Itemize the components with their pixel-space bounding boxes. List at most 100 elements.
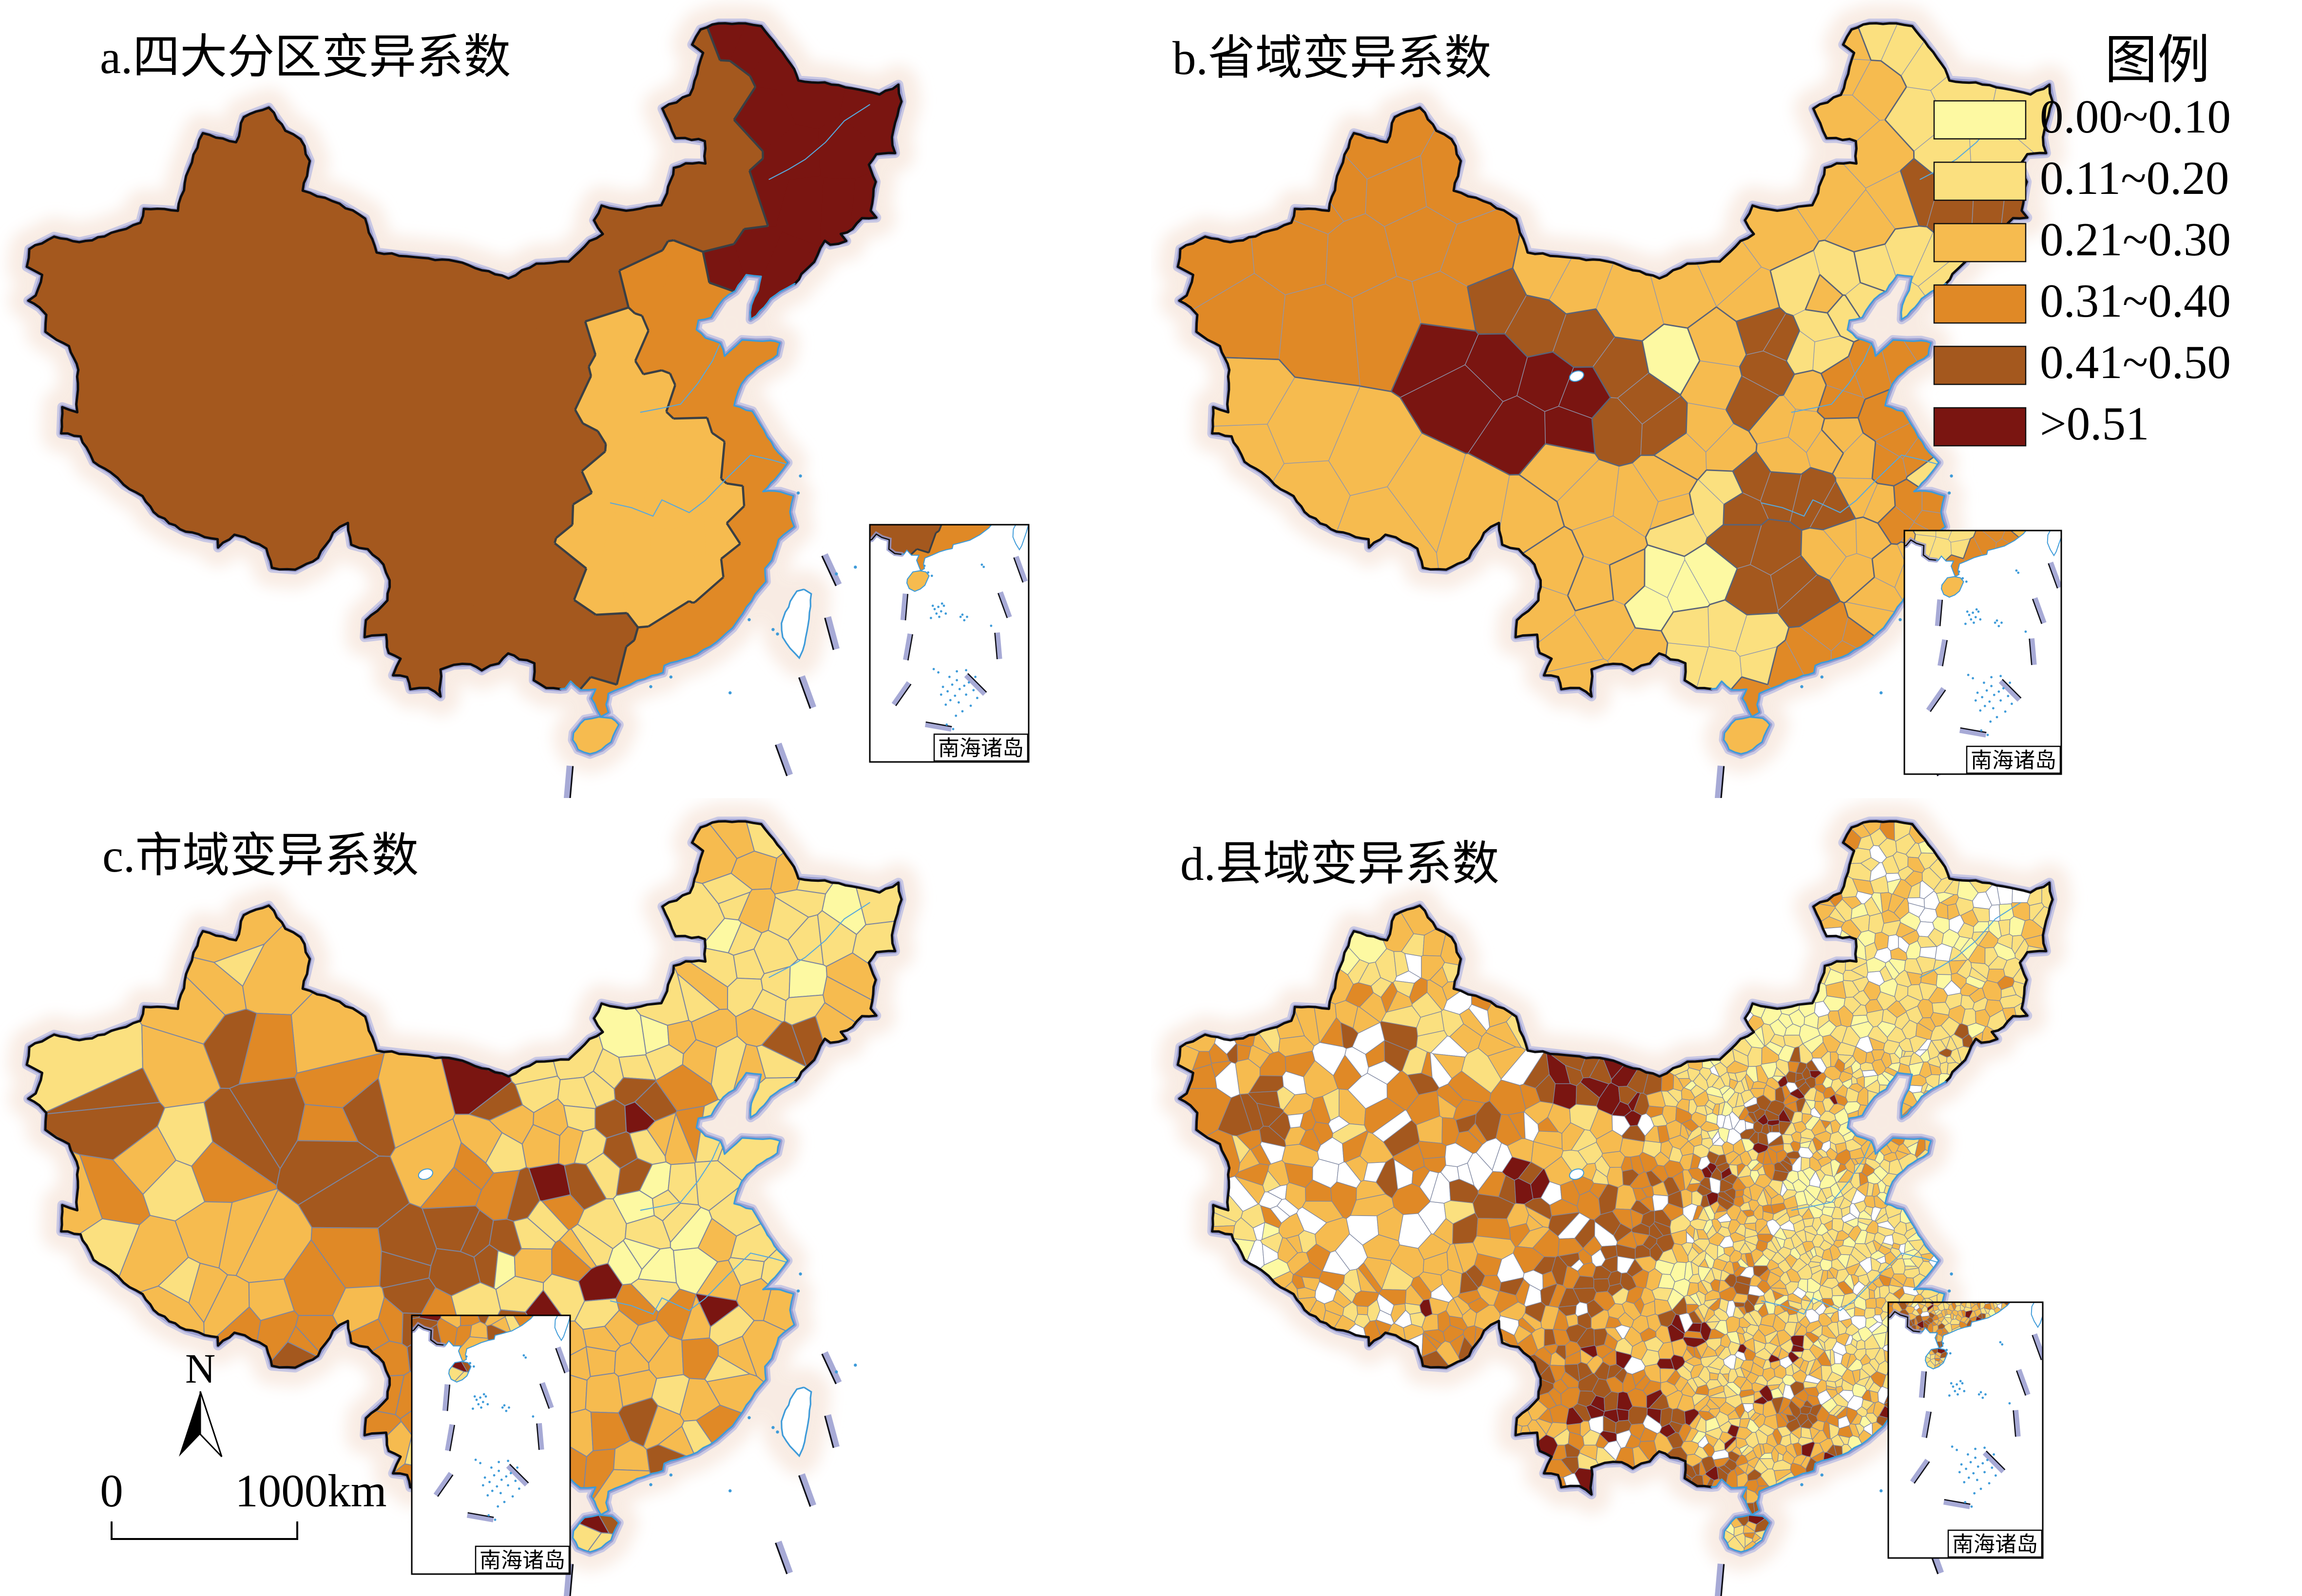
river-line	[640, 343, 720, 413]
nine-dash-segment-band	[540, 1382, 554, 1409]
island-dot	[1966, 610, 1969, 613]
island-dot	[1964, 623, 1967, 625]
island-dot	[1990, 684, 1993, 687]
island-dot	[923, 565, 926, 567]
legend-swatch-3	[1933, 284, 2027, 324]
island-dot	[505, 1475, 508, 1478]
island-dot	[1820, 1473, 1823, 1477]
island-dot	[976, 697, 978, 700]
island-dot	[1957, 1393, 1959, 1396]
island-dot	[477, 1403, 480, 1406]
nine-dash-segment-band	[433, 1472, 453, 1497]
island-dot	[649, 685, 652, 688]
island-dot	[1963, 1481, 1966, 1483]
nine-dash-segment-line	[437, 1474, 454, 1497]
island-dot	[729, 1489, 732, 1493]
nine-dash-segment-line	[2016, 1370, 2027, 1396]
island-dot	[941, 685, 944, 688]
inset-label-box-b	[1966, 745, 2061, 774]
island-dot	[940, 693, 942, 696]
island-dot	[522, 1354, 525, 1357]
nine-dash-segment-line	[2029, 638, 2033, 665]
island-dot	[1968, 613, 1971, 616]
island-dot	[479, 1462, 481, 1464]
island-dot	[482, 1393, 485, 1396]
island-dot	[952, 728, 955, 730]
south-china-sea-inset-c: 南海诸岛	[411, 1314, 571, 1575]
north-arrow: N	[179, 1345, 223, 1458]
island-dot	[2001, 1343, 2004, 1346]
island-dot	[1997, 625, 2000, 627]
island-dot	[524, 1356, 527, 1359]
island-dot	[1995, 1474, 1997, 1477]
island-dot	[1976, 1479, 1978, 1482]
island-dot	[963, 684, 966, 687]
legend-swatch-5	[1933, 407, 2027, 447]
nine-dash-segment-band	[825, 616, 840, 650]
legend-item-label-5: >0.51	[2040, 398, 2149, 450]
national-land-border	[28, 22, 903, 285]
nine-dash-segment-band	[900, 593, 908, 621]
island-dot	[965, 693, 967, 696]
island-dot	[963, 619, 966, 622]
island-dot	[1999, 699, 2002, 702]
panel-map-c: 南海诸岛	[7, 802, 921, 1596]
island-dot	[509, 1472, 512, 1475]
island-dot	[1975, 608, 1978, 611]
island-dot	[1986, 734, 1989, 736]
national-land-border	[25, 247, 562, 698]
nine-dash-segment-band	[891, 681, 911, 706]
panel-d-title: d.县域变异系数	[1180, 838, 1499, 890]
island-dot	[2008, 1402, 2011, 1405]
choropleth-cells-a	[27, 23, 902, 754]
nine-dash-segment-band	[1714, 1563, 1724, 1596]
island-dot	[1950, 474, 1953, 478]
island-dot	[1973, 1492, 1976, 1495]
island-dot	[481, 1484, 484, 1487]
island-dot	[1991, 1466, 1994, 1469]
nine-dash-segment-line	[1720, 766, 1725, 798]
nine-dash-segment-line	[1720, 1564, 1725, 1596]
choropleth-cells-d-inset	[1888, 1302, 2010, 1369]
island-dot	[480, 1406, 482, 1409]
island-dot	[854, 565, 857, 569]
island-dot	[1995, 619, 1998, 622]
nine-dash-segment-band	[775, 742, 793, 776]
island-dot	[1974, 1456, 1977, 1459]
island-dot	[474, 1459, 477, 1461]
island-dot	[2009, 682, 2011, 684]
nine-dash-segment-band	[825, 1414, 840, 1448]
island-dot	[475, 1398, 478, 1401]
island-dot	[1974, 1447, 1977, 1450]
island-dot	[465, 1355, 468, 1358]
national-land-border	[1176, 1045, 1713, 1496]
rivers	[610, 902, 870, 1315]
island-dot	[945, 723, 948, 726]
island-dot	[932, 668, 935, 670]
island-dot	[1899, 618, 1902, 622]
island-dot	[965, 669, 967, 672]
panel-map-a: 南海诸岛	[7, 4, 1030, 798]
island-dot	[938, 615, 940, 618]
nine-dash-segment-band	[822, 553, 842, 586]
river-line	[610, 1252, 789, 1315]
river-line	[610, 454, 789, 517]
island-dot	[2024, 630, 2027, 633]
island-dot	[935, 612, 938, 615]
nine-dash-segment-line	[967, 673, 987, 693]
nine-dash-segment-line	[2032, 1334, 2042, 1360]
island-dot	[490, 1466, 493, 1469]
island-dot	[473, 1395, 476, 1398]
nine-dash-segment-line	[449, 1425, 456, 1451]
island-dot	[1967, 674, 1970, 676]
scale-bar-km-label: 1000km	[235, 1465, 386, 1517]
island-dot	[496, 1485, 499, 1488]
panel-a-title: a.四大分区变异系数	[100, 31, 511, 83]
island-dot	[1986, 1459, 1989, 1462]
island-dot	[1956, 1448, 1958, 1451]
national-land-border	[1179, 820, 2054, 1083]
island-dot	[1979, 1487, 1982, 1490]
panel-c-title: c.市域变异系数	[102, 830, 419, 882]
nine-dash-segment-line	[994, 632, 998, 660]
nine-dash-segment-band	[1918, 1371, 1926, 1398]
